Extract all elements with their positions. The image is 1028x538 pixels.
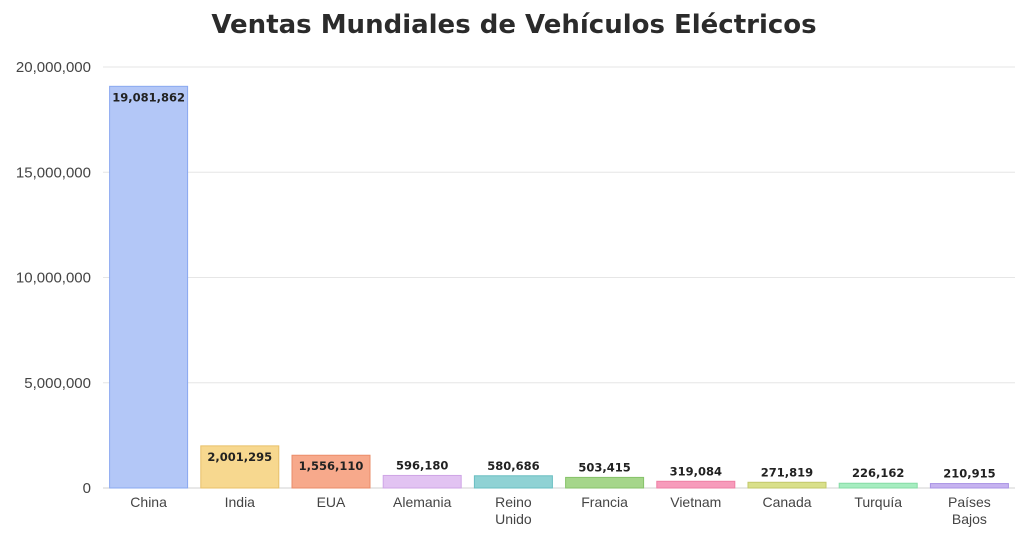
bar <box>200 445 280 489</box>
y-tick-label: 0 <box>83 480 91 497</box>
data-label: 580,686 <box>487 459 539 473</box>
data-label: 210,915 <box>943 467 995 481</box>
labels: 0 5,000,000 10,000,000 15,000,000 20,000,000… <box>16 59 996 527</box>
y-tick-label: 15,000,000 <box>16 164 91 181</box>
x-tick-label: Países Bajos <box>948 494 991 527</box>
bars <box>109 85 1009 489</box>
data-label: 503,415 <box>578 460 630 474</box>
bar <box>565 476 645 489</box>
chart-title: Ventas Mundiales de Vehículos Eléctricos <box>211 10 817 40</box>
x-tick-label: Canada <box>762 494 811 510</box>
data-label: 319,084 <box>670 464 722 478</box>
data-label: 596,180 <box>396 458 448 472</box>
bar <box>838 482 918 489</box>
x-tick-label: China <box>130 494 167 510</box>
x-tick-label: Alemania <box>393 494 452 510</box>
data-label: 226,162 <box>852 466 904 480</box>
x-tick-label: India <box>225 494 256 510</box>
x-tick-label: Francia <box>581 494 628 510</box>
data-label: 19,081,862 <box>112 90 185 104</box>
gridlines <box>103 66 1015 384</box>
bar <box>929 483 1009 489</box>
data-label: 2,001,295 <box>207 450 272 464</box>
y-tick-label: 5,000,000 <box>24 375 91 392</box>
y-tick-label: 10,000,000 <box>16 270 91 287</box>
y-tick-label: 20,000,000 <box>16 59 91 76</box>
bar <box>109 85 189 489</box>
bar <box>747 481 827 489</box>
data-label: 271,819 <box>761 465 813 479</box>
bar <box>656 480 736 489</box>
x-tick-label: EUA <box>317 494 346 510</box>
bar <box>382 474 462 489</box>
x-tick-label: Turquía <box>854 494 902 510</box>
bar <box>473 475 553 489</box>
data-label: 1,556,110 <box>299 459 364 473</box>
x-tick-label: Vietnam <box>670 494 721 510</box>
x-tick-label: Reino Unido <box>495 494 532 527</box>
bar <box>291 454 371 489</box>
